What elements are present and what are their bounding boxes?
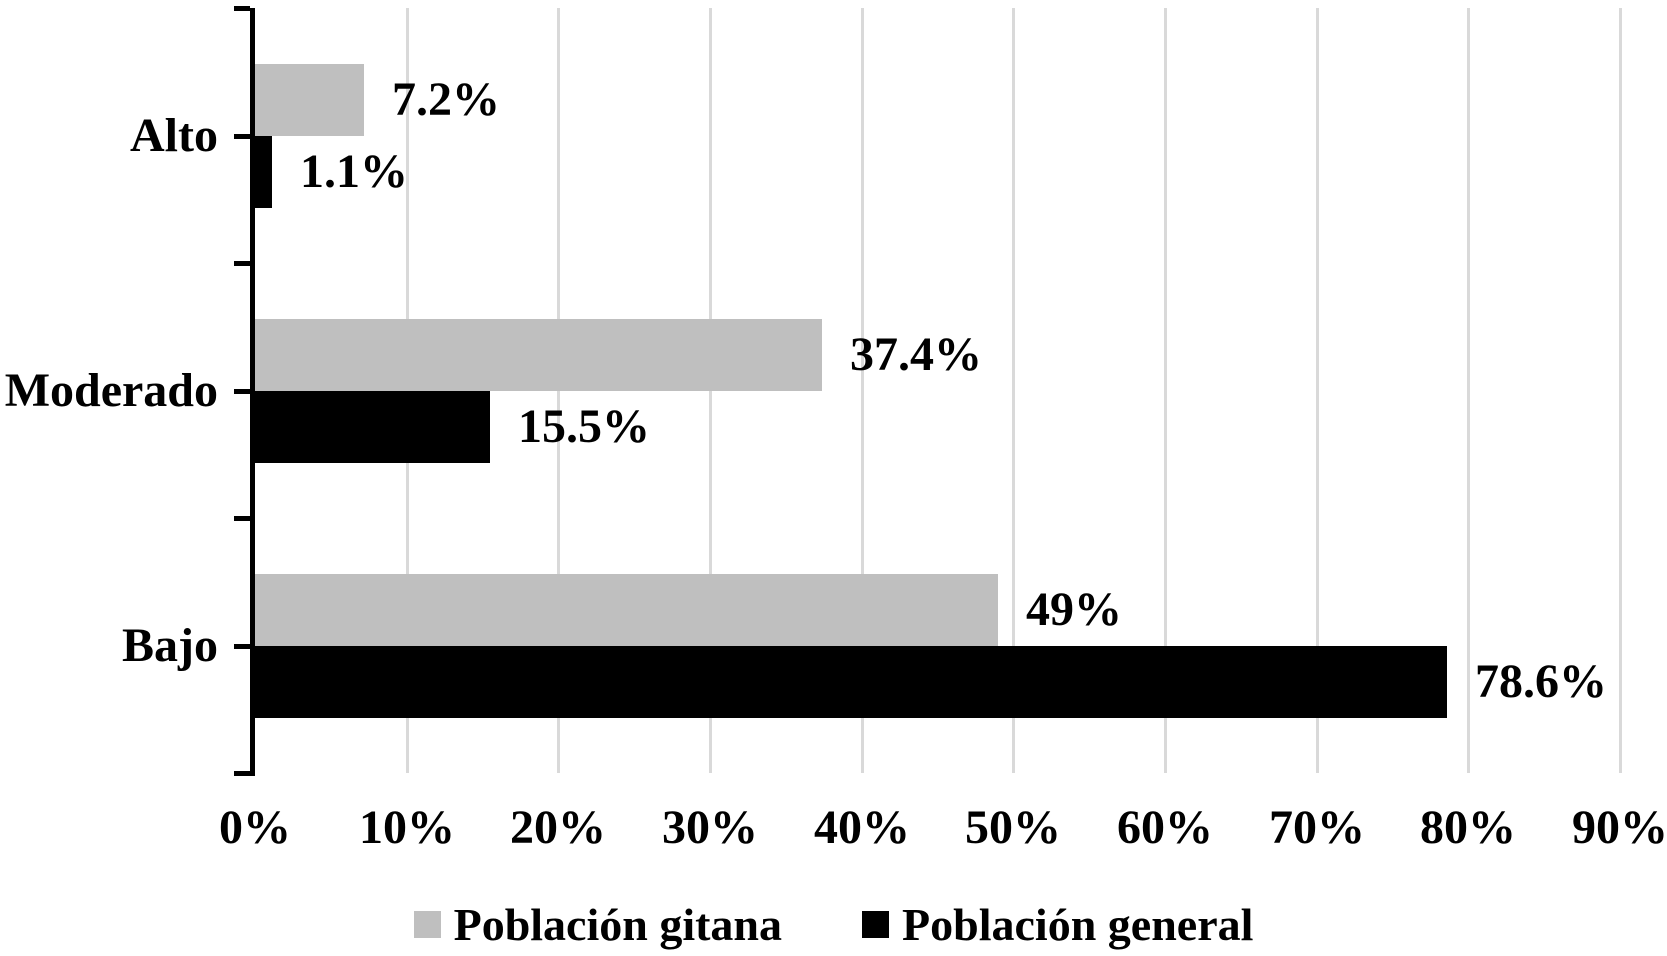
x-axis-label-80pct: 80% <box>1420 801 1516 854</box>
y-axis-tick <box>234 389 250 394</box>
category-label-bajo: Bajo <box>122 619 218 672</box>
y-axis-tick <box>234 516 250 521</box>
data-label-alto-general: 1.1% <box>300 145 408 198</box>
x-axis-label-10pct: 10% <box>359 801 455 854</box>
bar-moderado-gitana[interactable] <box>255 319 822 391</box>
x-axis-label-60pct: 60% <box>1117 801 1213 854</box>
legend-entry-poblacion-gitana[interactable]: Población gitana <box>413 898 783 951</box>
legend-label-gitana: Población gitana <box>453 899 783 950</box>
legend-entry-poblacion-general[interactable]: Población general <box>862 898 1253 951</box>
data-label-moderado-gitana: 37.4% <box>850 328 982 381</box>
data-label-bajo-gitana: 49% <box>1026 583 1122 636</box>
gridline-90pct <box>1619 8 1622 773</box>
data-label-alto-gitana: 7.2% <box>392 73 500 126</box>
y-axis-tick <box>234 6 250 11</box>
y-axis-tick <box>234 644 250 649</box>
legend: Población gitana Población general <box>0 898 1667 951</box>
gridline-60pct <box>1164 8 1167 773</box>
gridline-50pct <box>1012 8 1015 773</box>
x-axis-label-0pct: 0% <box>219 801 291 854</box>
gridline-40pct <box>861 8 864 773</box>
x-axis-label-50pct: 50% <box>965 801 1061 854</box>
x-axis-label-70pct: 70% <box>1269 801 1365 854</box>
x-axis-label-30pct: 30% <box>662 801 758 854</box>
y-axis-line <box>250 8 255 776</box>
bar-alto-gitana[interactable] <box>255 64 364 136</box>
bar-alto-general[interactable] <box>255 136 272 208</box>
y-axis-tick <box>234 261 250 266</box>
category-label-moderado: Moderado <box>4 364 218 417</box>
y-axis-tick <box>234 134 250 139</box>
legend-swatch-general-icon <box>862 911 890 938</box>
gridline-70pct <box>1316 8 1319 773</box>
legend-label-general: Población general <box>902 899 1254 950</box>
data-label-bajo-general: 78.6% <box>1475 655 1607 708</box>
category-label-alto: Alto <box>130 109 218 162</box>
y-axis-tick <box>234 771 250 776</box>
gridline-80pct <box>1467 8 1470 773</box>
data-label-moderado-general: 15.5% <box>518 400 650 453</box>
legend-swatch-gitana-icon <box>413 911 441 938</box>
x-axis-label-90pct: 90% <box>1572 801 1667 854</box>
x-axis-label-20pct: 20% <box>510 801 606 854</box>
x-axis-label-40pct: 40% <box>814 801 910 854</box>
bar-moderado-general[interactable] <box>255 391 490 463</box>
bar-bajo-gitana[interactable] <box>255 574 998 646</box>
bar-bajo-general[interactable] <box>255 646 1447 718</box>
